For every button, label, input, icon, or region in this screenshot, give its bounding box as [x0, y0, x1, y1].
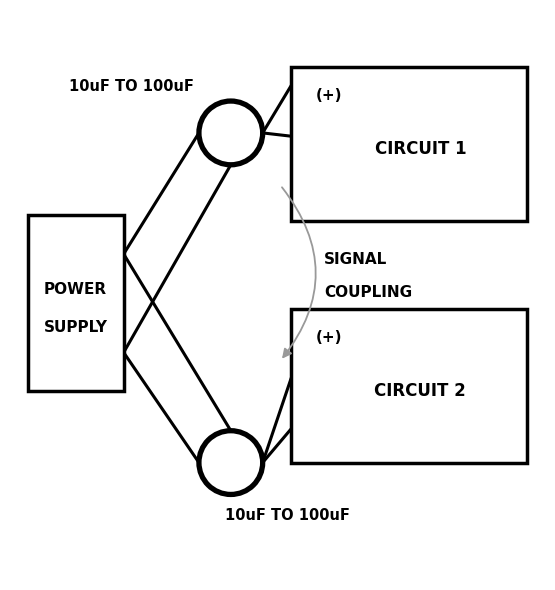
- Text: 10uF TO 100uF: 10uF TO 100uF: [69, 78, 194, 94]
- Text: CIRCUIT 1: CIRCUIT 1: [375, 140, 466, 158]
- Circle shape: [201, 104, 260, 162]
- Text: SUPPLY: SUPPLY: [44, 320, 108, 336]
- Bar: [291, 67, 527, 221]
- Text: (+): (+): [316, 88, 342, 103]
- Text: (+): (+): [316, 330, 342, 345]
- Bar: [291, 309, 527, 463]
- FancyArrowPatch shape: [282, 187, 316, 357]
- Text: POWER: POWER: [44, 282, 107, 297]
- Text: CIRCUIT 2: CIRCUIT 2: [375, 382, 466, 400]
- Bar: [28, 215, 124, 391]
- Text: COUPLING: COUPLING: [324, 285, 412, 300]
- Text: SIGNAL: SIGNAL: [324, 252, 387, 267]
- Circle shape: [201, 433, 260, 492]
- Text: 10uF TO 100uF: 10uF TO 100uF: [225, 507, 350, 523]
